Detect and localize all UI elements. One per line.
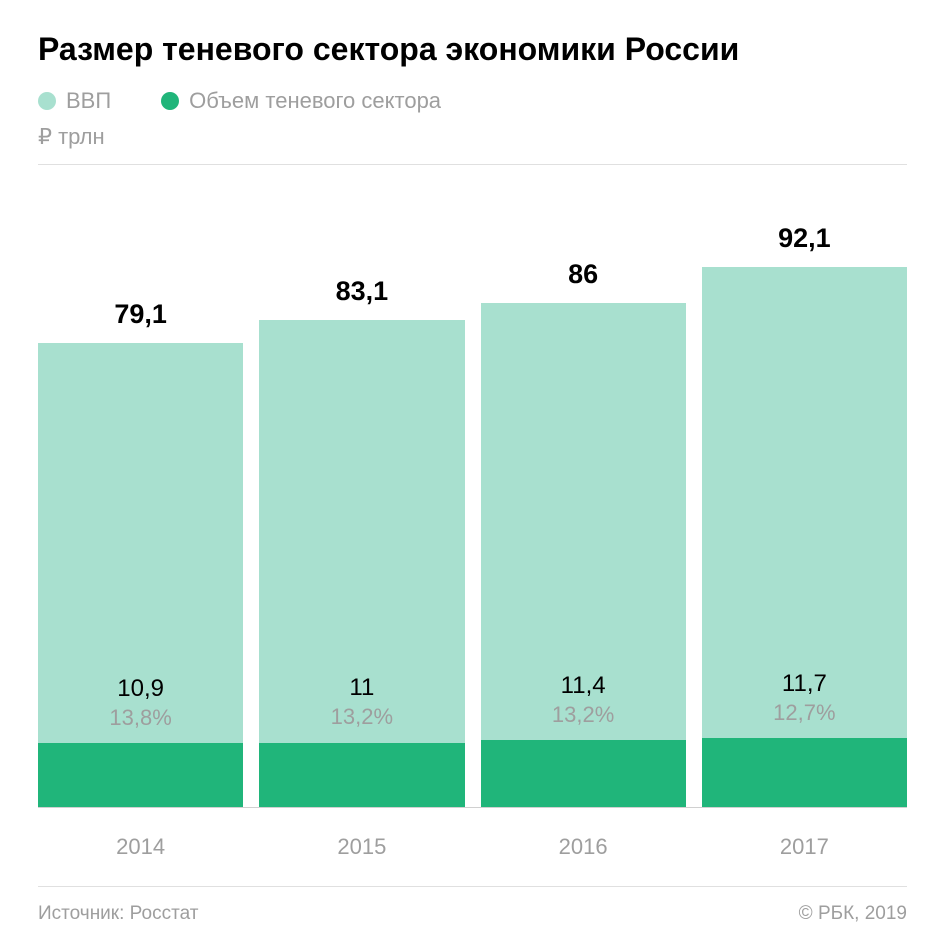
legend: ВВП Объем теневого сектора: [38, 88, 907, 114]
bar-group: 83,11113,2%: [259, 320, 464, 807]
bar-total-label: 92,1: [702, 223, 907, 254]
bar-outer: 10,913,8%: [38, 343, 243, 807]
bar-inner-percent: 13,2%: [259, 703, 464, 731]
bar-inner-value: 11,4: [481, 671, 686, 701]
legend-item-shadow: Объем теневого сектора: [161, 88, 441, 114]
x-axis: 2014 2015 2016 2017: [38, 834, 907, 860]
bar-inner: [259, 743, 464, 807]
x-axis-label: 2015: [259, 834, 464, 860]
bar-inner-percent: 13,2%: [481, 701, 686, 729]
header-divider: [38, 164, 907, 165]
bar-group: 8611,413,2%: [481, 303, 686, 807]
bar-inner-percent: 13,8%: [38, 704, 243, 732]
bar-outer: 1113,2%: [259, 320, 464, 807]
bar-total-label: 79,1: [38, 299, 243, 330]
bar-inner-percent: 12,7%: [702, 699, 907, 727]
x-axis-label: 2014: [38, 834, 243, 860]
legend-label-gdp: ВВП: [66, 88, 111, 114]
legend-label-shadow: Объем теневого сектора: [189, 88, 441, 114]
bar-inner: [481, 740, 686, 807]
bar-inner-labels: 1113,2%: [259, 673, 464, 731]
bar-group: 79,110,913,8%: [38, 343, 243, 807]
bar-inner-labels: 11,413,2%: [481, 671, 686, 729]
credit-label: © РБК, 2019: [799, 903, 907, 925]
bar-inner-labels: 11,712,7%: [702, 669, 907, 727]
footer: Источник: Росстат © РБК, 2019: [38, 886, 907, 925]
bar-chart: 79,110,913,8%83,11113,2%8611,413,2%92,11…: [38, 235, 907, 808]
bar-total-label: 83,1: [259, 276, 464, 307]
bar-group: 92,111,712,7%: [702, 267, 907, 807]
bar-inner-labels: 10,913,8%: [38, 674, 243, 732]
x-axis-label: 2016: [481, 834, 686, 860]
x-axis-label: 2017: [702, 834, 907, 860]
unit-label: ₽ трлн: [38, 124, 907, 150]
legend-swatch-shadow: [161, 92, 179, 110]
bar-outer: 11,413,2%: [481, 303, 686, 807]
source-label: Источник: Росстат: [38, 903, 198, 925]
bar-inner: [38, 743, 243, 807]
bar-inner-value: 11: [259, 673, 464, 703]
legend-swatch-gdp: [38, 92, 56, 110]
bar-inner-value: 10,9: [38, 674, 243, 704]
bar-total-label: 86: [481, 259, 686, 290]
bar-outer: 11,712,7%: [702, 267, 907, 807]
legend-item-gdp: ВВП: [38, 88, 111, 114]
chart-title: Размер теневого сектора экономики России: [38, 30, 907, 68]
bar-inner-value: 11,7: [702, 669, 907, 699]
bar-inner: [702, 738, 907, 807]
